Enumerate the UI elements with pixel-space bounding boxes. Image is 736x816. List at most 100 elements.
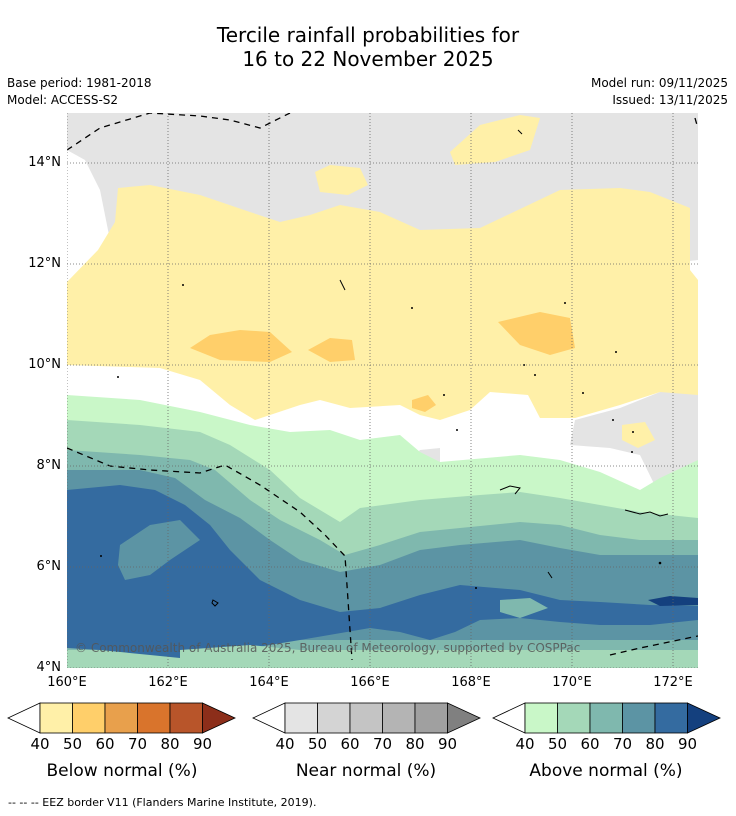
colorbar-above-tick: 80 (645, 735, 665, 753)
map-title-line-1: Tercile rainfall probabilities for (216, 23, 520, 47)
lon-label-166e: 166°E (350, 675, 390, 690)
colorbar-near-tick: 40 (275, 735, 295, 753)
below-normal-patch-small (315, 165, 368, 195)
eez-borders (67, 113, 698, 661)
island-dot (475, 587, 477, 589)
atoll-outline (547, 571, 553, 579)
above-normal-40-patch-south (180, 645, 320, 668)
above-normal-80-region (67, 485, 698, 660)
lat-label-12n: 12°N (28, 256, 61, 271)
colorbar-near-bin (382, 702, 416, 734)
island-dot (632, 431, 634, 433)
island-dot (612, 419, 614, 421)
colorbar-below-bin (72, 702, 106, 734)
above-normal-90-patch-east (648, 596, 698, 606)
lon-label-164e: 164°E (249, 675, 289, 690)
below-normal-region-main (67, 185, 698, 420)
colorbar-above-over-arrow (687, 702, 721, 734)
lon-label-160e: 160°E (47, 675, 87, 690)
colorbar-below-under-arrow (7, 702, 41, 734)
colorbar-below-normal (7, 702, 236, 734)
map-plot-area (67, 113, 698, 668)
colorbar-above-tick: 70 (612, 735, 633, 753)
lon-label-168e: 168°E (451, 675, 491, 690)
colorbar-near-bin (317, 702, 351, 734)
colorbar-below-bin (137, 702, 171, 734)
colorbar-near-under-arrow (252, 702, 286, 734)
above-normal-60-patch-south (500, 598, 548, 618)
lon-label-172e: 172°E (653, 675, 693, 690)
lat-label-6n: 6°N (36, 559, 62, 574)
eez-border-east (694, 117, 698, 126)
graticule (67, 113, 698, 668)
island-dot (456, 429, 458, 431)
colorbar-above-bin (524, 702, 558, 734)
colorbar-above-bin (654, 702, 688, 734)
colorbar-below-bin (104, 702, 138, 734)
colorbar-near-over-arrow (447, 702, 481, 734)
colorbar-above-label: Above normal (%) (529, 761, 683, 781)
atoll-outline (499, 485, 521, 495)
eez-footnote: -- -- -- EEZ border V11 (Flanders Marine… (8, 796, 317, 809)
island-dot (658, 561, 662, 565)
island-dot (534, 374, 536, 376)
colorbar-below-tick: 50 (62, 735, 83, 753)
colorbar-below-tick: 90 (192, 735, 213, 753)
coastlines (211, 129, 669, 607)
lon-label-162e: 162°E (148, 675, 188, 690)
lat-label-10n: 10°N (28, 357, 61, 372)
copyright-credit: © Commonwealth of Australia 2025, Bureau… (75, 641, 581, 655)
island-dot (182, 284, 184, 286)
colorbar-below-tick: 80 (160, 735, 180, 753)
island-dot (117, 376, 119, 378)
model-label: Model: ACCESS-S2 (7, 93, 119, 107)
colorbar-above-bin (557, 702, 591, 734)
colorbar-near-tick: 80 (405, 735, 425, 753)
eez-border-southeast (609, 635, 698, 656)
above-normal-70-inner-patch (118, 520, 200, 580)
below-normal-patch-east (622, 422, 655, 448)
colorbar-near-tick: 90 (437, 735, 458, 753)
colorbar-above-bin (589, 702, 623, 734)
model-run-label: Model run: 09/11/2025 (590, 76, 728, 90)
lat-label-8n: 8°N (36, 458, 62, 473)
colorbar-below-tick: 60 (95, 735, 115, 753)
colorbar-near-bin (349, 702, 383, 734)
island-dot (582, 392, 584, 394)
colorbar-near-tick: 70 (372, 735, 393, 753)
below-normal-patch-north (450, 115, 540, 165)
colorbar-above-tick: 60 (580, 735, 600, 753)
island-dot (564, 302, 566, 304)
colorbar-near-bin (284, 702, 318, 734)
colorbar-below-bin (169, 702, 203, 734)
colorbar-near-bin (414, 702, 448, 734)
colorbar-above-normal (492, 702, 721, 734)
lat-label-14n: 14°N (28, 155, 61, 170)
colorbar-above-tick: 40 (515, 735, 535, 753)
colorbar-near-label: Near normal (%) (295, 761, 437, 781)
island-dot (443, 394, 445, 396)
lat-label-4n: 4°N (36, 660, 62, 675)
lon-label-170e: 170°E (552, 675, 592, 690)
colorbar-above-under-arrow (492, 702, 526, 734)
map-title-line-2: 16 to 22 November 2025 (242, 47, 494, 71)
island-dot (615, 351, 617, 353)
atoll-outline (211, 599, 219, 607)
atoll-outline (517, 129, 523, 135)
base-period-label: Base period: 1981-2018 (7, 76, 152, 90)
colorbar-below-over-arrow (202, 702, 236, 734)
colorbar-near-tick: 60 (340, 735, 360, 753)
below-normal-50-patch-mid (308, 338, 355, 362)
eez-border-south (67, 447, 353, 661)
colorbar-near-tick: 50 (307, 735, 328, 753)
colorbar-below-bin (39, 702, 73, 734)
island-dot (631, 451, 633, 453)
atoll-outline (624, 509, 669, 517)
colorbar-near-normal (252, 702, 481, 734)
colorbar-above-bin (622, 702, 656, 734)
island-dot (100, 555, 102, 557)
colorbar-below-label: Below normal (%) (46, 761, 198, 781)
issued-label: Issued: 13/11/2025 (612, 93, 728, 107)
colorbar-above-tick: 50 (547, 735, 568, 753)
